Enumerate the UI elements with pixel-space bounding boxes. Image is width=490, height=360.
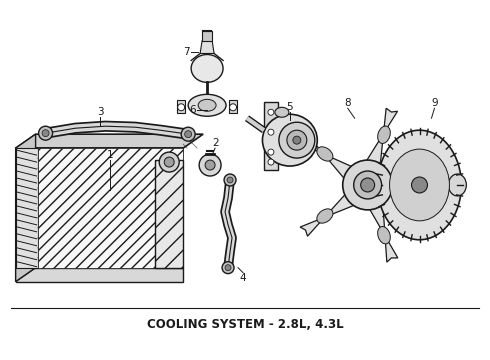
Circle shape (361, 178, 375, 192)
Bar (264, 102, 278, 170)
Circle shape (268, 159, 274, 165)
Ellipse shape (378, 130, 462, 240)
Circle shape (222, 262, 234, 274)
Ellipse shape (198, 99, 216, 111)
Circle shape (268, 149, 274, 155)
Circle shape (268, 129, 274, 135)
Circle shape (343, 160, 392, 210)
Circle shape (354, 171, 382, 199)
Polygon shape (16, 148, 183, 268)
Polygon shape (200, 41, 214, 54)
Ellipse shape (448, 174, 466, 196)
Polygon shape (16, 134, 36, 282)
Text: COOLING SYSTEM - 2.8L, 4.3L: COOLING SYSTEM - 2.8L, 4.3L (147, 318, 343, 331)
Ellipse shape (408, 171, 432, 199)
Ellipse shape (317, 209, 333, 223)
Polygon shape (155, 160, 183, 268)
Polygon shape (300, 134, 353, 183)
Polygon shape (300, 193, 360, 236)
Text: 7: 7 (183, 48, 190, 58)
Circle shape (224, 174, 236, 186)
Polygon shape (369, 198, 398, 262)
Circle shape (205, 160, 215, 170)
Polygon shape (16, 254, 36, 282)
Circle shape (199, 154, 221, 176)
Bar (202, 31, 212, 41)
Circle shape (39, 126, 52, 140)
Circle shape (225, 265, 231, 271)
Circle shape (293, 136, 301, 144)
Ellipse shape (191, 54, 223, 82)
Ellipse shape (317, 147, 333, 161)
Polygon shape (16, 134, 203, 148)
Ellipse shape (399, 161, 440, 209)
Circle shape (287, 130, 307, 150)
Polygon shape (364, 108, 397, 166)
Text: 2: 2 (212, 138, 219, 148)
Ellipse shape (188, 94, 226, 116)
Circle shape (268, 109, 274, 115)
Polygon shape (229, 100, 237, 113)
Circle shape (42, 130, 49, 137)
Bar (16, 268, 183, 282)
Circle shape (227, 177, 233, 183)
Text: 8: 8 (344, 98, 351, 108)
Circle shape (185, 131, 192, 138)
Text: 3: 3 (97, 107, 104, 117)
Circle shape (164, 157, 174, 167)
Circle shape (229, 104, 237, 111)
Text: 1: 1 (107, 150, 114, 160)
Polygon shape (177, 100, 185, 113)
Polygon shape (385, 175, 447, 191)
Circle shape (181, 127, 195, 141)
Polygon shape (38, 148, 183, 268)
Ellipse shape (263, 114, 318, 166)
Text: 9: 9 (431, 98, 438, 108)
Text: 6: 6 (189, 105, 196, 115)
Ellipse shape (378, 226, 391, 244)
Text: 4: 4 (240, 273, 246, 283)
Ellipse shape (275, 107, 289, 117)
Polygon shape (16, 148, 38, 268)
Ellipse shape (378, 126, 391, 144)
Circle shape (279, 122, 315, 158)
Ellipse shape (390, 149, 449, 221)
Circle shape (159, 152, 179, 172)
Circle shape (412, 177, 427, 193)
Ellipse shape (412, 179, 429, 191)
Circle shape (178, 104, 185, 111)
Text: 5: 5 (287, 102, 293, 112)
